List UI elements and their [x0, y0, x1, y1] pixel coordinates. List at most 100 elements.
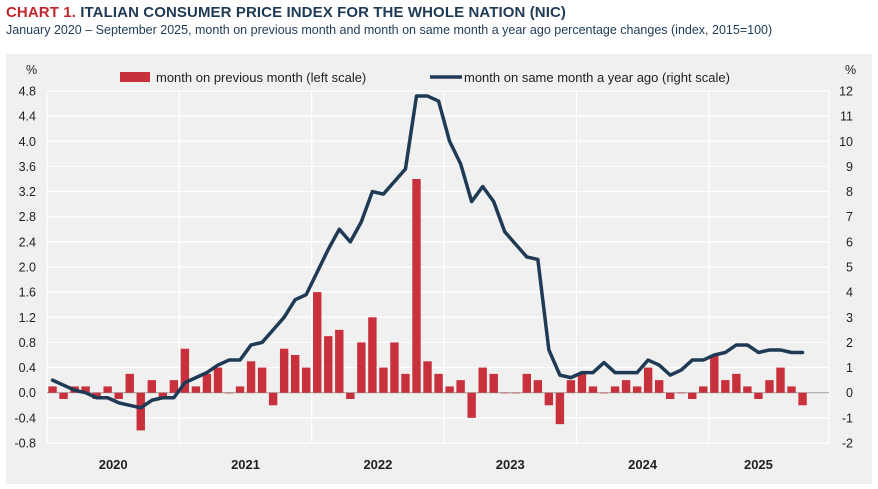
bar: [478, 367, 487, 393]
year-label: 2020: [99, 457, 128, 472]
bar: [456, 380, 465, 393]
bar: [302, 367, 311, 393]
right-tick-label: 2: [846, 336, 853, 350]
bar: [412, 179, 421, 393]
left-tick-label: -0.4: [14, 411, 36, 425]
right-tick-label: 8: [846, 185, 853, 199]
bar: [357, 342, 366, 393]
bar: [654, 380, 664, 393]
bar: [710, 355, 719, 393]
right-tick-label: 3: [846, 311, 853, 325]
left-tick-label: 0.8: [19, 336, 36, 350]
bar: [257, 367, 267, 393]
legend: month on previous month (left scale) mon…: [120, 70, 730, 85]
bar: [743, 386, 752, 393]
left-tick-label: 0.4: [19, 361, 36, 375]
bar: [500, 392, 509, 394]
left-tick-label: 0.0: [19, 386, 36, 400]
bar: [643, 367, 653, 393]
bar: [246, 361, 256, 393]
chart-number: CHART 1.: [6, 4, 76, 21]
axis-layer: -0.8 -0.4 0.0 0.4 0.8 1.2 1.6 2.0 2.4 2.8 3.2 3.6 4.…: [14, 63, 856, 472]
bar: [368, 317, 377, 393]
bar: [732, 373, 741, 393]
header: CHART 1. ITALIAN CONSUMER PRICE INDEX FO…: [6, 4, 872, 37]
left-tick-label: 3.2: [19, 185, 36, 199]
year-label: 2025: [744, 457, 773, 472]
right-tick-label: 1: [846, 361, 853, 375]
bar: [268, 392, 278, 406]
bar: [699, 386, 708, 393]
left-tick-label: 3.6: [19, 160, 36, 174]
bar: [103, 386, 112, 393]
year-label: 2024: [628, 457, 658, 472]
bar: [721, 380, 730, 393]
bar: [313, 292, 322, 393]
bar: [588, 386, 598, 393]
bar: [522, 373, 532, 393]
left-tick-label: 2.4: [19, 235, 36, 249]
bar: [136, 392, 145, 431]
legend-label-line: month on same month a year ago (right sc…: [464, 70, 730, 85]
bar: [533, 380, 543, 393]
bar: [621, 380, 631, 393]
bar: [390, 342, 399, 393]
legend-swatch-bars: [120, 72, 150, 82]
right-tick-label: 0: [846, 386, 853, 400]
left-tick-label: 4.0: [19, 135, 36, 149]
bar: [279, 348, 289, 393]
bar: [467, 392, 476, 418]
bar: [169, 380, 179, 393]
bar: [765, 380, 774, 393]
right-tick-label: 7: [846, 210, 853, 224]
bar: [434, 373, 443, 393]
bar: [59, 392, 68, 399]
bar: [379, 367, 388, 393]
legend-label-bars: month on previous month (left scale): [156, 70, 366, 85]
bar: [445, 386, 454, 393]
right-tick-label: 5: [846, 261, 853, 275]
bar: [335, 329, 344, 393]
left-tick-label: 1.2: [19, 311, 36, 325]
left-tick-label: 1.6: [19, 286, 36, 300]
bar: [688, 392, 697, 399]
right-tick-label: 4: [846, 286, 853, 300]
bar: [48, 386, 57, 393]
yoy-line: [50, 94, 805, 410]
bar: [191, 386, 201, 393]
bar: [224, 392, 234, 394]
left-tick-label: 2.0: [19, 261, 36, 275]
bar: [599, 392, 609, 394]
right-tick-label: -1: [842, 411, 853, 425]
left-tick-label: 2.8: [19, 210, 36, 224]
chart-svg: -0.8 -0.4 0.0 0.4 0.8 1.2 1.6 2.0 2.4 2.8 3.2 3.6 4.…: [14, 63, 856, 472]
bar: [544, 392, 554, 406]
bar: [776, 367, 785, 393]
bar: [235, 386, 245, 393]
right-axis-unit: %: [845, 63, 856, 77]
year-label: 2021: [231, 457, 260, 472]
bar: [798, 392, 807, 406]
chart-subtitle: January 2020 – September 2025, month on …: [6, 23, 773, 37]
bar: [290, 355, 300, 393]
chart-title: CHART 1. ITALIAN CONSUMER PRICE INDEX FO…: [6, 4, 872, 21]
right-tick-label: 11: [840, 110, 853, 124]
bar: [202, 373, 212, 393]
bar: [577, 373, 587, 393]
bar: [632, 386, 642, 393]
bar: [346, 392, 355, 399]
bar: [147, 380, 156, 393]
bar: [180, 348, 190, 393]
right-tick-label: 6: [846, 235, 853, 249]
bar: [555, 392, 565, 425]
right-tick-label: -2: [842, 437, 853, 451]
bar: [125, 373, 134, 393]
bar: [787, 386, 796, 393]
bar: [401, 373, 410, 393]
chart-panel: -0.8 -0.4 0.0 0.4 0.8 1.2 1.6 2.0 2.4 2.8 3.2 3.6 4.…: [6, 54, 872, 484]
left-axis-unit: %: [26, 63, 37, 77]
line-series: [50, 94, 805, 410]
bar: [511, 392, 520, 394]
bar: [423, 361, 432, 393]
